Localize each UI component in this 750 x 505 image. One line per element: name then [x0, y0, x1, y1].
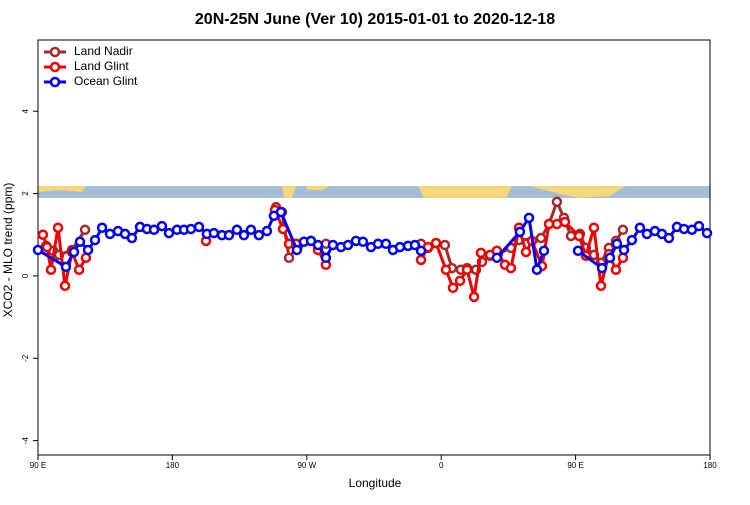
- data-point: [261, 225, 273, 237]
- data-point: [447, 282, 459, 294]
- legend-marker: [49, 61, 61, 73]
- legend-label: Ocean Glint: [74, 74, 138, 88]
- data-point: [617, 224, 629, 236]
- data-point: [60, 261, 72, 273]
- data-point: [89, 234, 101, 246]
- legend-marker: [49, 46, 61, 58]
- data-point: [82, 244, 94, 256]
- map-strip: [38, 186, 710, 198]
- data-point: [96, 222, 108, 233]
- data-point: [596, 262, 608, 274]
- data-point: [611, 238, 623, 250]
- data-point: [415, 254, 427, 266]
- x-tick-label: 0: [439, 461, 444, 470]
- legend-label: Land Glint: [74, 59, 129, 73]
- data-point: [701, 227, 713, 239]
- x-tick-label: 90 W: [297, 461, 316, 470]
- y-tick-label: 2: [21, 191, 30, 196]
- data-point: [634, 222, 646, 233]
- data-point: [291, 244, 303, 256]
- data-point: [208, 227, 220, 239]
- data-point: [572, 245, 584, 257]
- data-point: [327, 239, 339, 251]
- data-point: [126, 232, 138, 244]
- x-tick-label: 180: [166, 461, 180, 470]
- data-point: [663, 232, 675, 244]
- data-point: [253, 229, 265, 241]
- legend-label: Land Nadir: [74, 44, 133, 58]
- data-point: [523, 212, 535, 224]
- data-point: [52, 222, 64, 233]
- y-tick-label: 4: [21, 108, 30, 113]
- data-point: [37, 229, 49, 240]
- data-point: [693, 220, 705, 232]
- data-point: [626, 234, 638, 246]
- data-point: [148, 224, 160, 236]
- y-tick-label: -2: [21, 354, 30, 362]
- data-point: [163, 227, 175, 239]
- data-point: [394, 241, 406, 253]
- data-point: [618, 244, 630, 256]
- data-point: [440, 264, 452, 275]
- data-point: [514, 226, 526, 238]
- data-point: [156, 220, 168, 232]
- data-point: [454, 275, 466, 287]
- data-point: [275, 206, 287, 218]
- data-point: [535, 232, 547, 244]
- data-point: [468, 291, 480, 303]
- data-point: [565, 230, 577, 242]
- data-point: [551, 218, 563, 230]
- data-point: [193, 221, 205, 233]
- data-point: [461, 264, 473, 275]
- data-point: [475, 247, 487, 259]
- data-point: [104, 228, 116, 240]
- data-point: [491, 252, 503, 264]
- data-point: [430, 237, 442, 249]
- data-point: [312, 239, 324, 251]
- data-point: [41, 241, 53, 253]
- x-tick-label: 90 E: [30, 461, 46, 470]
- data-point: [380, 238, 392, 250]
- data-point: [245, 224, 257, 236]
- data-point: [551, 196, 563, 208]
- data-point: [604, 252, 616, 264]
- chart-title: 20N-25N June (Ver 10) 2015-01-01 to 2020…: [195, 11, 555, 28]
- x-tick-label: 180: [703, 461, 717, 470]
- data-point: [238, 229, 250, 241]
- y-axis-label: XCO2 - MLO trend (ppm): [1, 183, 15, 318]
- x-tick-label: 90 E: [567, 461, 583, 470]
- data-point: [559, 216, 571, 228]
- data-point: [595, 280, 607, 292]
- data-point: [415, 245, 427, 257]
- data-point: [538, 245, 550, 257]
- y-tick-label: 0: [21, 273, 30, 278]
- data-point: [439, 239, 451, 251]
- data-point: [531, 264, 543, 275]
- legend-marker: [49, 76, 61, 88]
- data-point: [573, 230, 585, 242]
- data-point: [283, 252, 295, 264]
- data-point: [32, 244, 44, 256]
- data-point: [588, 222, 600, 233]
- data-point: [223, 229, 235, 241]
- y-tick-label: -4: [21, 436, 30, 444]
- data-point: [45, 264, 57, 275]
- data-point: [610, 264, 622, 275]
- data-point: [231, 224, 243, 236]
- data-point: [73, 264, 85, 275]
- data-point: [59, 280, 71, 292]
- x-axis-label: Longitude: [349, 476, 402, 490]
- data-point: [342, 239, 354, 251]
- data-point: [68, 246, 80, 258]
- data-point: [520, 246, 532, 258]
- data-point: [357, 236, 369, 247]
- data-point: [320, 252, 332, 264]
- data-point: [505, 262, 517, 274]
- data-point: [74, 236, 86, 247]
- data-point: [409, 239, 421, 251]
- data-point: [185, 223, 197, 235]
- data-point: [79, 224, 91, 236]
